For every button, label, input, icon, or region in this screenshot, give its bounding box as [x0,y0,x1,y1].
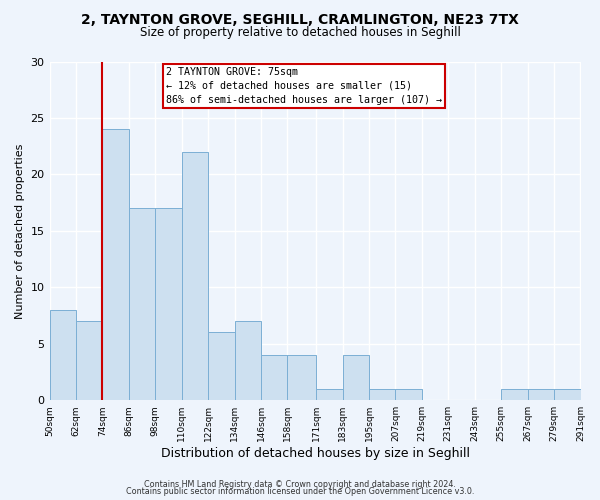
Text: Contains HM Land Registry data © Crown copyright and database right 2024.: Contains HM Land Registry data © Crown c… [144,480,456,489]
Bar [182,152,208,400]
Bar [155,208,182,400]
Bar [287,355,316,400]
Text: 2 TAYNTON GROVE: 75sqm
← 12% of detached houses are smaller (15)
86% of semi-det: 2 TAYNTON GROVE: 75sqm ← 12% of detached… [166,66,442,104]
Bar [395,389,422,400]
Text: Size of property relative to detached houses in Seghill: Size of property relative to detached ho… [140,26,460,39]
Bar [261,355,287,400]
Bar [369,389,395,400]
Bar [129,208,155,400]
Bar [554,389,581,400]
Bar [343,355,369,400]
Text: Contains public sector information licensed under the Open Government Licence v3: Contains public sector information licen… [126,487,474,496]
Y-axis label: Number of detached properties: Number of detached properties [15,143,25,318]
X-axis label: Distribution of detached houses by size in Seghill: Distribution of detached houses by size … [161,447,470,460]
Bar [103,129,129,400]
Bar [527,389,554,400]
Bar [235,321,261,400]
Bar [50,310,76,400]
Bar [316,389,343,400]
Text: 2, TAYNTON GROVE, SEGHILL, CRAMLINGTON, NE23 7TX: 2, TAYNTON GROVE, SEGHILL, CRAMLINGTON, … [81,12,519,26]
Bar [208,332,235,400]
Bar [76,321,103,400]
Bar [501,389,527,400]
